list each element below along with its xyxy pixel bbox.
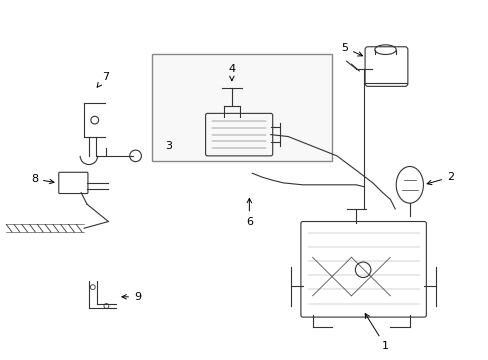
Text: 5: 5 <box>341 43 362 56</box>
Bar <box>152 54 331 161</box>
Text: 6: 6 <box>245 198 252 226</box>
Text: 3: 3 <box>165 141 172 151</box>
Text: 8: 8 <box>31 174 54 184</box>
Text: 7: 7 <box>97 72 109 87</box>
Text: 4: 4 <box>228 64 235 81</box>
Text: 9: 9 <box>122 292 141 302</box>
Text: 2: 2 <box>427 172 453 185</box>
Text: 1: 1 <box>365 314 388 351</box>
